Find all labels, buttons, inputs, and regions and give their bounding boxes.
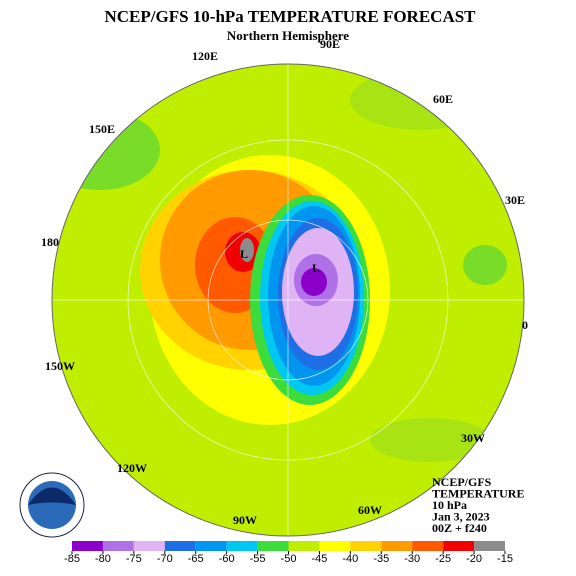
temperature-field — [52, 64, 524, 536]
colorbar-segment — [72, 541, 103, 551]
colorbar-label: -45 — [311, 553, 327, 565]
colorbar-label: -20 — [466, 553, 482, 565]
longitude-label: 60W — [358, 503, 382, 517]
longitude-label: 30E — [505, 193, 525, 207]
colorbar-label: -40 — [342, 553, 358, 565]
colorbar-segment — [381, 541, 413, 551]
longitude-label: 120E — [192, 49, 218, 63]
colorbar-segment — [288, 541, 320, 551]
colorbar-segment — [164, 541, 196, 551]
colorbar-segment — [195, 541, 227, 551]
colorbar-segment — [350, 541, 382, 551]
colorbar-label: -25 — [435, 553, 451, 565]
noaa-logo — [19, 472, 85, 538]
colorbar-label: -80 — [95, 553, 111, 565]
longitude-label: 90W — [233, 513, 257, 527]
colorbar-segment — [226, 541, 258, 551]
colorbar-label: -75 — [126, 553, 142, 565]
info-line: 10 hPa — [432, 498, 467, 512]
longitude-label: 120W — [117, 461, 147, 475]
colorbar-label: -55 — [250, 553, 266, 565]
colorbar-segment — [474, 541, 505, 551]
colorbar-label: -35 — [373, 553, 389, 565]
longitude-label: 90E — [320, 37, 340, 51]
colorbar-label: -50 — [281, 553, 297, 565]
colorbar-label: -60 — [219, 553, 235, 565]
colorbar-label: -15 — [497, 553, 513, 565]
longitude-label: 180 — [41, 235, 59, 249]
colorbar-label: -70 — [157, 553, 173, 565]
info-line: Jan 3, 2023 — [432, 510, 490, 524]
colorbar-segment — [102, 541, 134, 551]
info-line: TEMPERATURE — [432, 487, 524, 501]
longitude-label: 30W — [461, 431, 485, 445]
map-border — [51, 63, 525, 537]
longitude-label: 60E — [433, 92, 453, 106]
colorbar-segment — [412, 541, 444, 551]
colorbar-segment — [257, 541, 289, 551]
colorbar-segment — [319, 541, 351, 551]
low-marker: L — [240, 247, 248, 261]
info-line: 00Z + f240 — [432, 521, 487, 535]
longitude-label: 150W — [45, 359, 75, 373]
colorbar-label: -65 — [188, 553, 204, 565]
colorbar-segment — [133, 541, 165, 551]
subtitle: Northern Hemisphere — [227, 28, 349, 43]
longitude-label: 0 — [522, 318, 528, 332]
low-marker: L — [312, 261, 320, 275]
colorbar-segment — [443, 541, 475, 551]
longitude-label: 150E — [89, 122, 115, 136]
title: NCEP/GFS 10-hPa TEMPERATURE FORECAST — [104, 7, 476, 26]
colorbar-label: -85 — [64, 553, 80, 565]
colorbar-label: -30 — [404, 553, 420, 565]
info-line: NCEP/GFS — [432, 475, 492, 489]
